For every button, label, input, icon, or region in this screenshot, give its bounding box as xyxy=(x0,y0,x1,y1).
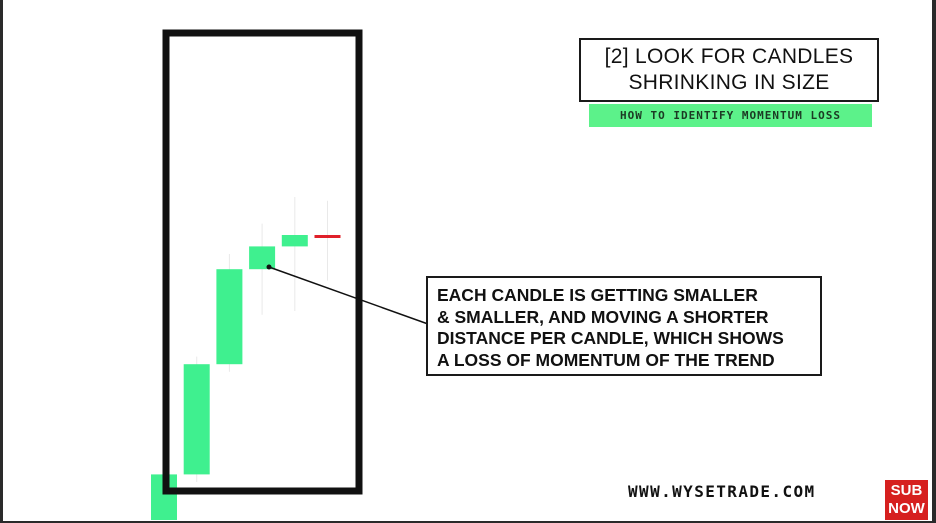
candle-body-4 xyxy=(249,246,276,270)
subscribe-badge[interactable]: SUB NOW xyxy=(885,480,928,520)
candle-body-2 xyxy=(183,364,210,475)
left-edge-bar xyxy=(0,0,3,523)
title-box: [2] LOOK FOR CANDLES SHRINKING IN SIZE xyxy=(579,38,879,102)
highlight-frame xyxy=(162,29,363,495)
title-line-2: SHRINKING IN SIZE xyxy=(628,71,830,94)
annotation-line-1: EACH CANDLE IS GETTING SMALLER xyxy=(437,285,758,305)
candle-body-6 xyxy=(314,235,341,238)
website-url[interactable]: WWW.WYSETRADE.COM xyxy=(628,482,816,501)
annotation-pointer-dot xyxy=(266,264,272,270)
annotation-box: EACH CANDLE IS GETTING SMALLER & SMALLER… xyxy=(426,276,822,376)
annotation-line-4: A LOSS OF MOMENTUM OF THE TREND xyxy=(437,349,775,370)
subscribe-badge-line-2: NOW xyxy=(888,500,925,517)
candle-body-5 xyxy=(281,235,308,247)
title-line-1: [2] LOOK FOR CANDLES xyxy=(604,45,854,68)
subscribe-badge-line-1: SUB xyxy=(890,482,923,499)
candle-body-3 xyxy=(216,269,243,365)
candle-bodies xyxy=(151,235,341,520)
annotation-line-2: & SMALLER, AND MOVING A SHORTER xyxy=(437,306,769,327)
subtitle-banner: HOW TO IDENTIFY MOMENTUM LOSS xyxy=(589,104,872,127)
bottom-edge-bar xyxy=(0,521,936,523)
right-edge-bar xyxy=(932,0,936,523)
annotation-line-3: DISTANCE PER CANDLE, WHICH SHOWS xyxy=(437,328,784,348)
annotation-pointer-line xyxy=(268,266,429,325)
